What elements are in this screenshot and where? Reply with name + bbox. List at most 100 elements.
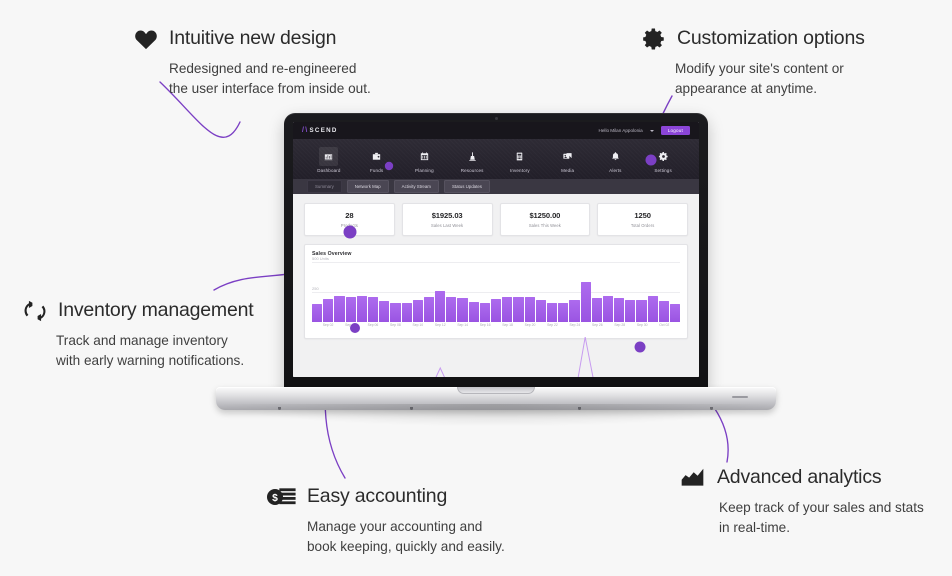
briefcase-icon bbox=[367, 147, 386, 166]
feature-title: Intuitive new design bbox=[169, 27, 337, 50]
svg-text:$: $ bbox=[272, 493, 278, 504]
nav-label: Media bbox=[561, 168, 575, 173]
tower-icon bbox=[463, 147, 482, 166]
gear-icon bbox=[643, 28, 664, 50]
chart-trend-line bbox=[312, 262, 680, 377]
stat-label: Sales Last Week bbox=[431, 222, 464, 228]
stat-label: Total Orders bbox=[630, 222, 655, 228]
chart-bar bbox=[491, 299, 502, 322]
nav-label: Dashboard bbox=[317, 168, 341, 173]
panel-title: Sales Overview bbox=[312, 251, 352, 257]
stat-value: 28 bbox=[345, 211, 354, 221]
stat-value: 1250 bbox=[634, 211, 651, 221]
nav-label: Resources bbox=[460, 168, 484, 173]
nav-item-media[interactable]: Media bbox=[544, 145, 592, 173]
stat-card-products[interactable]: 28 Products bbox=[304, 203, 395, 236]
chart-bar bbox=[356, 295, 367, 322]
feature-description: Modify your site's content or appearance… bbox=[675, 61, 844, 96]
chart-bar bbox=[334, 296, 345, 322]
chevron-down-icon[interactable] bbox=[649, 129, 654, 132]
nav-label: Inventory bbox=[509, 168, 530, 173]
nav-label: Settings bbox=[654, 168, 672, 173]
nav-item-alerts[interactable]: Alerts bbox=[592, 145, 640, 173]
laptop-mockup: /\ SCEND Hello Milan Appolonia Logout bbox=[216, 113, 776, 433]
chart-bar bbox=[602, 296, 614, 322]
chart-bar bbox=[558, 302, 569, 322]
feature-advanced-analytics: Advanced analytics Keep track of your sa… bbox=[678, 465, 924, 537]
tab-network-map[interactable]: Network Map bbox=[346, 180, 389, 193]
logout-button[interactable]: Logout bbox=[660, 125, 690, 136]
laptop-notch bbox=[457, 387, 535, 394]
chart-bar bbox=[647, 296, 658, 322]
chart-bar bbox=[580, 282, 591, 322]
chart-x-label: Sep 10 bbox=[412, 323, 424, 327]
chart-x-label: Sep 28 bbox=[614, 323, 626, 327]
webcam-icon bbox=[494, 117, 498, 120]
dashboard-app: /\ SCEND Hello Milan Appolonia Logout bbox=[293, 122, 699, 377]
stat-card-total-orders[interactable]: 1250 Total Orders bbox=[597, 203, 688, 236]
topbar-right: Hello Milan Appolonia Logout bbox=[598, 125, 690, 136]
chart-x-label: Sep 06 bbox=[367, 323, 379, 327]
nav-item-inventory[interactable]: Inventory bbox=[496, 145, 544, 173]
app-navbar: Dashboard Funds Planning bbox=[293, 139, 699, 179]
feature-header: Advanced analytics bbox=[678, 465, 924, 491]
chart-x-label: Oct 02 bbox=[659, 323, 670, 327]
laptop-screen: /\ SCEND Hello Milan Appolonia Logout bbox=[293, 122, 699, 377]
chart-bar bbox=[535, 299, 546, 322]
stat-card-sales-last-week[interactable]: $1925.03 Sales Last Week bbox=[401, 203, 493, 236]
chart-bar bbox=[658, 301, 669, 322]
feature-header: Intuitive new design bbox=[133, 26, 371, 52]
chart-bar bbox=[502, 297, 513, 322]
laptop-foot bbox=[710, 407, 713, 410]
chart-bar bbox=[390, 302, 401, 322]
nav-item-planning[interactable]: Planning bbox=[401, 145, 449, 173]
chart-x-label: Sep 14 bbox=[457, 323, 469, 327]
feature-inventory-management: Inventory management Track and manage in… bbox=[22, 298, 254, 370]
nav-item-settings[interactable]: Settings bbox=[639, 145, 687, 173]
chart-x-label: Sep 12 bbox=[434, 323, 446, 327]
laptop-shadow bbox=[224, 404, 768, 426]
chart-bar bbox=[479, 302, 490, 322]
nav-label: Alerts bbox=[609, 168, 622, 173]
feature-title: Easy accounting bbox=[307, 485, 448, 508]
feature-description: Redesigned and re-engineered the user in… bbox=[169, 61, 371, 96]
laptop-base bbox=[216, 387, 776, 410]
chart-gridline bbox=[312, 292, 680, 293]
brand-mark: /\ bbox=[302, 127, 309, 134]
chart-bar bbox=[312, 304, 323, 322]
feature-easy-accounting: $ Easy accounting Manage your accounting… bbox=[266, 484, 505, 556]
chart-bars-icon bbox=[319, 147, 339, 166]
tab-summary[interactable]: Summary bbox=[307, 180, 342, 193]
chart-bar bbox=[546, 302, 558, 322]
tab-status-updates[interactable]: Status Updates bbox=[443, 180, 490, 193]
chart-bar bbox=[412, 300, 423, 322]
chart-x-label: Sep 24 bbox=[569, 323, 581, 327]
chart-bar bbox=[401, 302, 412, 322]
app-content: 28 Products $1925.03 Sales Last Week $12… bbox=[293, 194, 699, 377]
stat-card-sales-this-week[interactable]: $1250.00 Sales This Week bbox=[499, 203, 591, 236]
chart-bar bbox=[569, 299, 580, 322]
chart-bar bbox=[435, 290, 446, 322]
nav-item-resources[interactable]: Resources bbox=[448, 145, 496, 173]
chart-x-label: Sep 04 bbox=[345, 323, 356, 327]
chart-bar bbox=[625, 299, 636, 322]
chart-bar bbox=[345, 296, 356, 322]
chart-y-label: 250 bbox=[312, 286, 319, 291]
box-icon bbox=[510, 147, 529, 166]
chart-x-label: Sep 30 bbox=[636, 323, 648, 327]
gear-icon bbox=[654, 147, 673, 166]
chart-bar bbox=[636, 300, 647, 322]
chart-x-axis: Sep 02 Sep 04 Sep 06 Sep 08 Sep 10 Sep 12 Sep … bbox=[312, 323, 680, 332]
chart-bar bbox=[379, 301, 390, 322]
nav-label: Planning bbox=[415, 168, 434, 173]
tab-activity-stream[interactable]: Activity Stream bbox=[393, 180, 439, 193]
nav-item-dashboard[interactable]: Dashboard bbox=[305, 145, 353, 173]
feature-description: Manage your accounting and book keeping,… bbox=[307, 519, 505, 554]
user-greeting[interactable]: Hello Milan Appolonia bbox=[598, 128, 643, 133]
sales-overview-chart: 500 Units 250 Sep 02 Sep 04 Sep 06 Sep 08 Sep … bbox=[312, 256, 681, 332]
nav-item-funds[interactable]: Funds bbox=[353, 145, 401, 173]
chart-x-label: Sep 16 bbox=[479, 323, 491, 327]
chart-bar bbox=[513, 297, 524, 322]
feature-title: Advanced analytics bbox=[717, 466, 882, 489]
